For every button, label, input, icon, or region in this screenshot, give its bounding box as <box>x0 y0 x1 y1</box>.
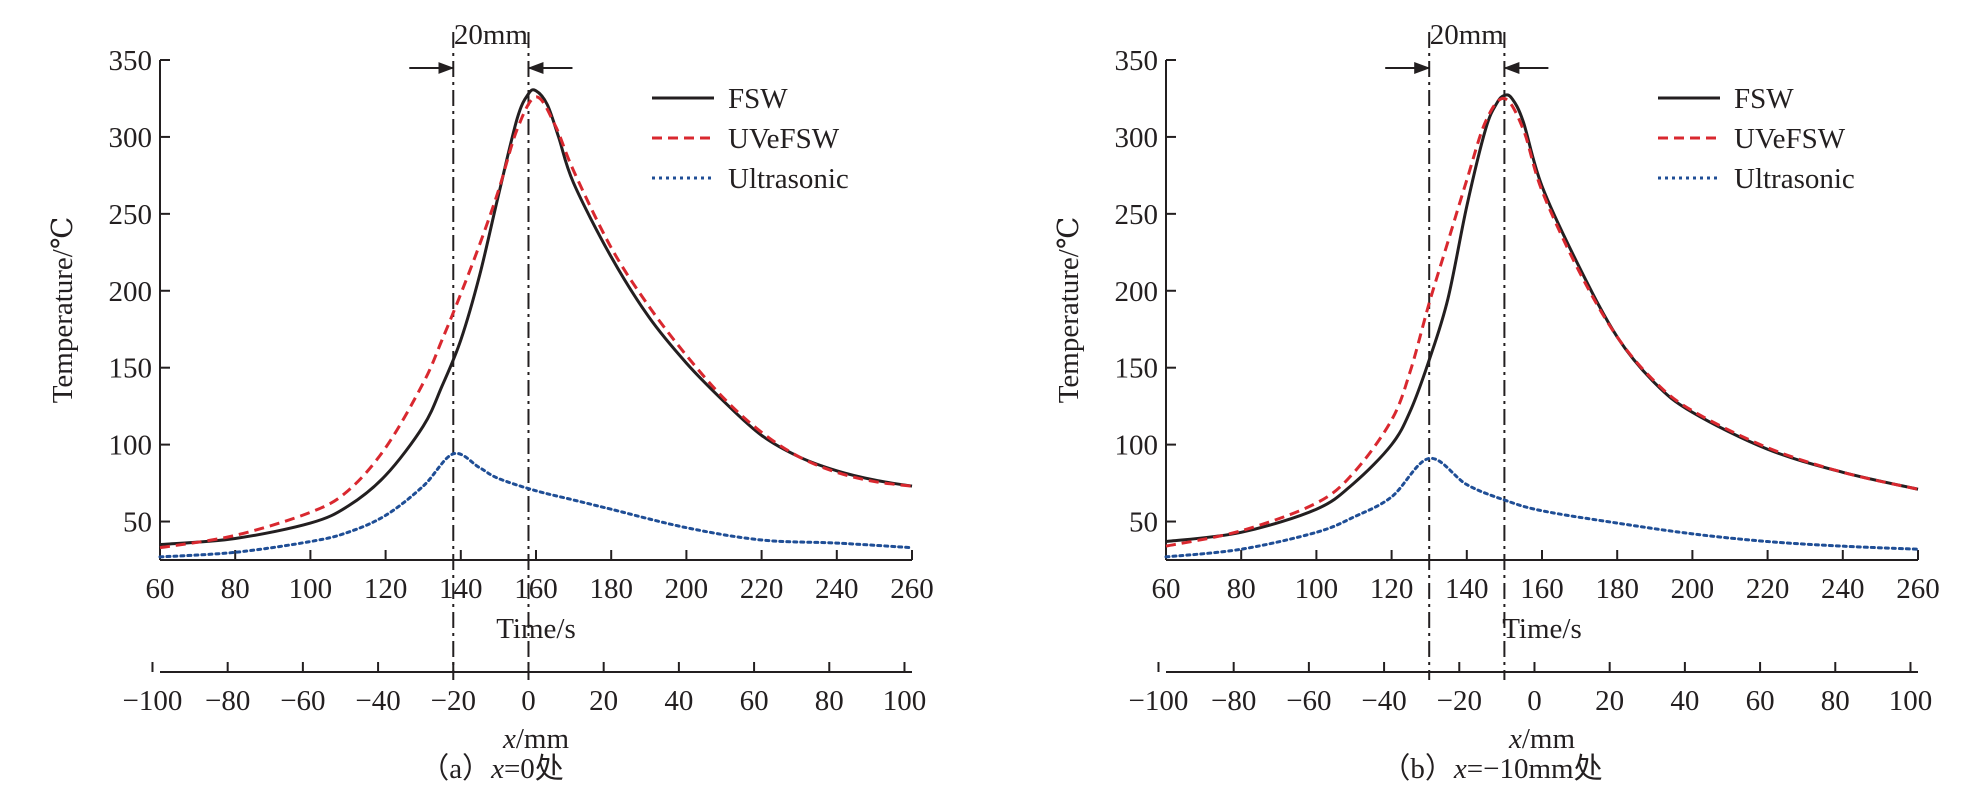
panel-b-x2-tick-label: 20 <box>1595 685 1624 717</box>
panel-b-x2-tick-label: −80 <box>1211 685 1256 717</box>
panel-a-x2-tick-label: −80 <box>205 685 250 717</box>
panel-b-series-ultrasonic <box>1164 456 1920 559</box>
panel-a-x2-tick-label: 100 <box>883 685 927 717</box>
panel-a-x2-tick-label: 60 <box>740 685 769 717</box>
panel-b-x-tick-label: 260 <box>1896 573 1940 605</box>
panel-a-y-tick-label: 300 <box>109 122 153 154</box>
panel-b-x2-tick-label: −20 <box>1437 685 1482 717</box>
panel-a-x2-tick-label: −60 <box>280 685 325 717</box>
panel-b-caption: （b）x=−10mm处 <box>1381 752 1602 785</box>
panel-b-x-tick-label: 140 <box>1445 573 1489 605</box>
panel-b-x-tick-label: 220 <box>1746 573 1790 605</box>
panel-a-x2-tick-label: −100 <box>123 685 183 717</box>
panel-b-y-tick-label: 350 <box>1115 45 1159 77</box>
panel-a-legend-label: Ultrasonic <box>728 163 849 195</box>
panel-a-y-tick-label: 50 <box>123 507 152 539</box>
panel-a-y-tick-label: 350 <box>109 45 153 77</box>
panel-b-x2-tick-label: 100 <box>1889 685 1933 717</box>
panel-a-x-tick-label: 200 <box>665 573 709 605</box>
panel-a-x-tick-label: 80 <box>221 573 250 605</box>
panel-a-x-tick-label: 120 <box>364 573 408 605</box>
panel-b-x2-tick-label: 40 <box>1670 685 1699 717</box>
panel-a-x-axis-title: Time/s <box>496 613 576 645</box>
panel-a-series-ultrasonic <box>158 451 914 559</box>
panel-a-x-tick-label: 160 <box>514 573 558 605</box>
panel-b-x-tick-label: 120 <box>1370 573 1414 605</box>
panel-b-x2-tick-label: 0 <box>1527 685 1542 717</box>
panel-b-x-axis-title: Time/s <box>1502 613 1582 645</box>
panel-a-y-tick-label: 250 <box>109 199 153 231</box>
panel-b-x-tick-label: 80 <box>1227 573 1256 605</box>
panel-b-legend-label: Ultrasonic <box>1734 163 1855 195</box>
panel-a-x2-axis-title: x/mm <box>502 723 569 755</box>
panel-b-x2-tick-label: 60 <box>1746 685 1775 717</box>
panel-a-x2-tick-label: −40 <box>355 685 400 717</box>
panel-b-x-tick-label: 200 <box>1671 573 1715 605</box>
panel-b-x2-tick-label: −100 <box>1129 685 1189 717</box>
panel-a-legend-label: UVeFSW <box>728 123 840 155</box>
panel-a-legend-label: FSW <box>728 83 788 115</box>
panel-a-caption: （a）x=0处 <box>420 752 564 785</box>
panel-a-series-uvefsw <box>159 95 913 550</box>
panel-b-x-tick-label: 160 <box>1520 573 1564 605</box>
panel-a-x2-tick-label: 0 <box>521 685 536 717</box>
panel-a-x-tick-label: 180 <box>589 573 633 605</box>
panel-a-x2-tick-label: −20 <box>431 685 476 717</box>
panel-a-x-tick-label: 140 <box>439 573 483 605</box>
panel-b-y-tick-label: 100 <box>1115 430 1159 462</box>
panel-a-x2-tick-label: 80 <box>815 685 844 717</box>
panel-b-legend-label: FSW <box>1734 83 1794 115</box>
panel-a-x-tick-label: 260 <box>890 573 934 605</box>
panel-b-series-fsw <box>1165 93 1919 544</box>
panel-b-y-tick-label: 200 <box>1115 276 1159 308</box>
panel-a-x-tick-label: 100 <box>289 573 333 605</box>
panel-b-y-tick-label: 150 <box>1115 353 1159 385</box>
panel-b-y-axis-title: Temperature/℃ <box>1053 217 1085 404</box>
panel-a-x2-tick-label: 40 <box>664 685 693 717</box>
panel-a-x2-tick-label: 20 <box>589 685 618 717</box>
panel-b-spacing-annotation: 20mm <box>1430 19 1505 51</box>
panel-a-x-tick-label: 220 <box>740 573 784 605</box>
panel-b-y-tick-label: 300 <box>1115 122 1159 154</box>
panel-b-x-tick-label: 60 <box>1152 573 1181 605</box>
panel-b-y-tick-label: 50 <box>1129 507 1158 539</box>
panel-a-x-tick-label: 240 <box>815 573 859 605</box>
panel-a-series-fsw <box>159 88 913 547</box>
panel-b-x-tick-label: 240 <box>1821 573 1865 605</box>
panel-b-x-tick-label: 180 <box>1595 573 1639 605</box>
panel-b-x2-tick-label: 80 <box>1821 685 1850 717</box>
panel-b-x2-tick-label: −40 <box>1361 685 1406 717</box>
panel-a-y-axis-title: Temperature/℃ <box>47 217 79 404</box>
panel-a-y-tick-label: 100 <box>109 430 153 462</box>
panel-a-y-tick-label: 150 <box>109 353 153 385</box>
panel-b-legend-label: UVeFSW <box>1734 123 1846 155</box>
panel-a-y-tick-label: 200 <box>109 276 153 308</box>
panel-b-y-tick-label: 250 <box>1115 199 1159 231</box>
panel-a-x-tick-label: 60 <box>146 573 175 605</box>
panel-b-x2-tick-label: −60 <box>1286 685 1331 717</box>
panel-b-x-tick-label: 100 <box>1295 573 1339 605</box>
panel-b-x2-axis-title: x/mm <box>1508 723 1575 755</box>
panel-b-series-uvefsw <box>1165 96 1919 548</box>
panel-a-spacing-annotation: 20mm <box>454 19 529 51</box>
